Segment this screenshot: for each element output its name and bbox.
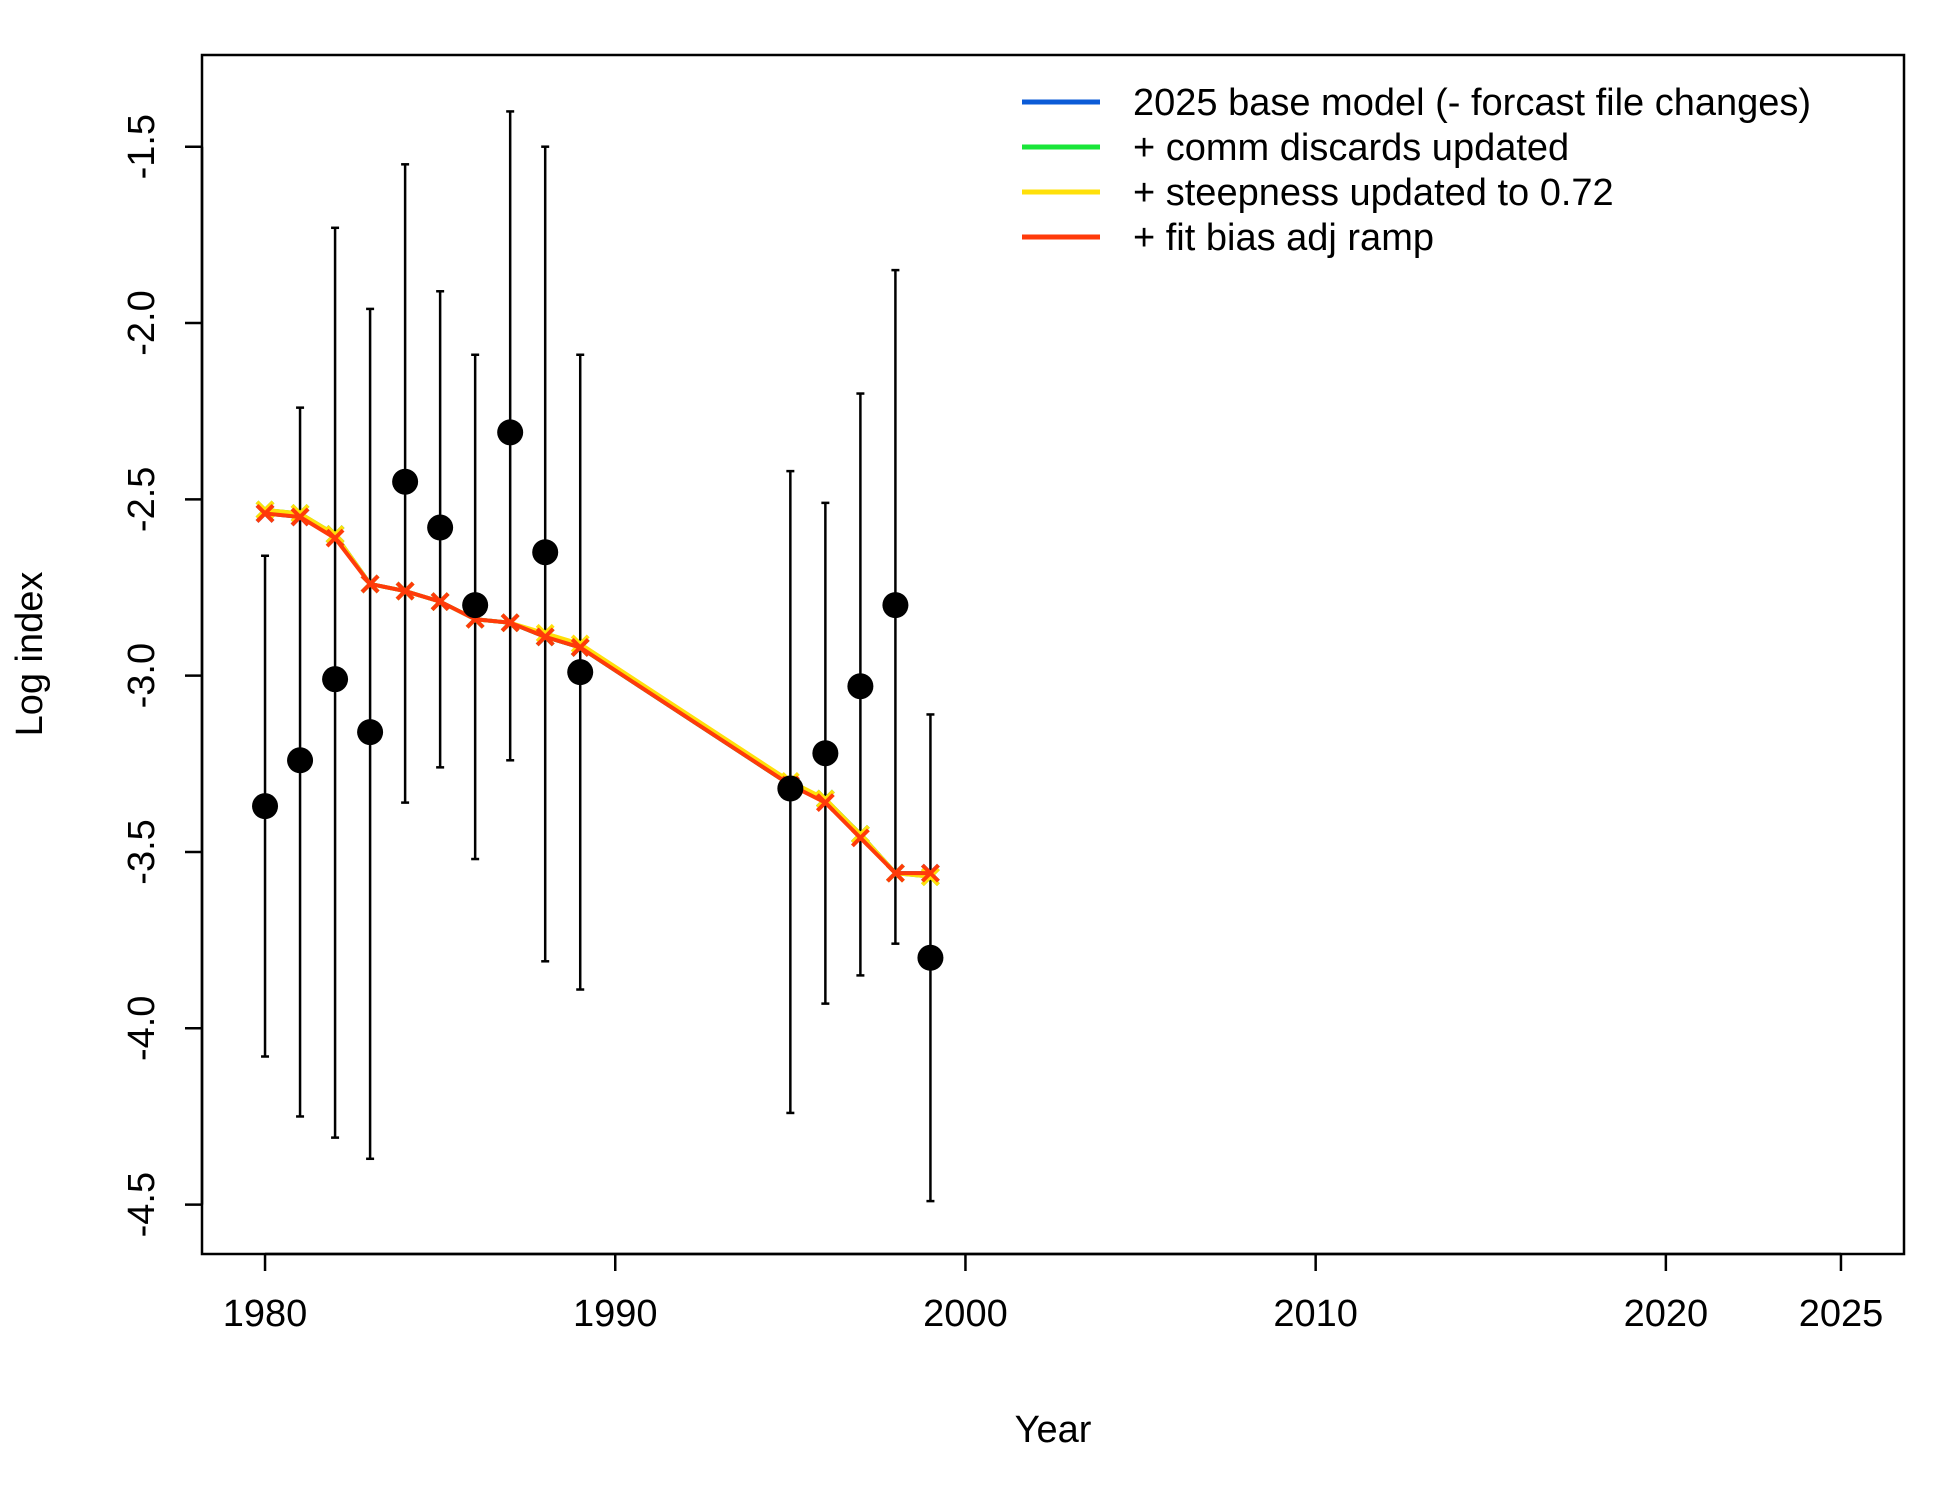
series-marker [395, 581, 415, 601]
series-marker [290, 507, 310, 527]
series-line [264, 511, 931, 876]
y-tick-label: -2.5 [121, 467, 163, 532]
y-tick-label: -3.0 [121, 643, 163, 708]
observed-point [392, 468, 419, 495]
series-4 [255, 504, 940, 883]
observed-point [497, 419, 524, 446]
series-line [264, 507, 931, 879]
series-marker [850, 828, 870, 848]
x-tick-label: 2010 [1273, 1293, 1358, 1335]
legend-label: 2025 base model (- forcast file changes) [1133, 82, 1811, 124]
observed-point [322, 666, 349, 693]
series-marker [255, 504, 275, 523]
series-marker [850, 824, 870, 844]
series-marker [360, 574, 380, 594]
x-tick-label: 1990 [573, 1293, 658, 1335]
legend-label: + steepness updated to 0.72 [1133, 172, 1614, 214]
observed-point [462, 592, 489, 619]
series-marker [815, 793, 835, 813]
observed-point [812, 740, 839, 767]
observed-point [567, 659, 594, 686]
series-marker [885, 863, 905, 883]
series-marker [570, 638, 590, 657]
legend-label: + comm discards updated [1133, 127, 1569, 169]
observed-point [847, 673, 874, 700]
x-axis-title: Year [1015, 1409, 1092, 1451]
y-axis: -1.5 -2.0 -2.5 -3.0 -3.5 -4.0 -4.5 [121, 114, 204, 1237]
series-1 [255, 504, 940, 883]
series-lines-layer [255, 500, 940, 887]
series-marker [500, 613, 520, 633]
series-line [264, 507, 931, 879]
series-3 [255, 500, 940, 887]
y-tick-label: -3.5 [121, 819, 163, 884]
observed-point [357, 719, 384, 746]
legend-label: + fit bias adj ramp [1133, 217, 1434, 259]
y-tick-label: -4.0 [121, 996, 163, 1061]
x-tick-label: 2025 [1799, 1293, 1884, 1335]
series-marker [535, 627, 555, 647]
series-2 [255, 500, 940, 887]
y-axis-title: Log index [9, 572, 51, 737]
observed-point [287, 747, 314, 774]
series-marker [815, 789, 835, 809]
series-marker [921, 863, 940, 883]
series-line [264, 511, 931, 876]
x-tick-label: 1980 [223, 1293, 308, 1335]
x-axis: 1980 1990 2000 2010 2020 2025 [223, 1252, 1884, 1335]
series-marker [430, 592, 450, 612]
x-tick-label: 2000 [923, 1293, 1008, 1335]
observed-point [532, 539, 559, 566]
observed-point [882, 592, 909, 619]
observed-point [252, 793, 279, 820]
observed-point [777, 775, 804, 802]
series-marker [325, 528, 345, 548]
y-tick-label: -1.5 [121, 114, 163, 179]
observed-point [427, 514, 454, 541]
x-tick-label: 2020 [1624, 1293, 1709, 1335]
legend: 2025 base model (- forcast file changes)… [1022, 82, 1811, 259]
y-tick-label: -2.0 [121, 290, 163, 355]
observed-points-layer [252, 419, 944, 971]
y-tick-label: -4.5 [121, 1172, 163, 1237]
observed-point [917, 944, 944, 971]
series-marker [325, 525, 345, 545]
